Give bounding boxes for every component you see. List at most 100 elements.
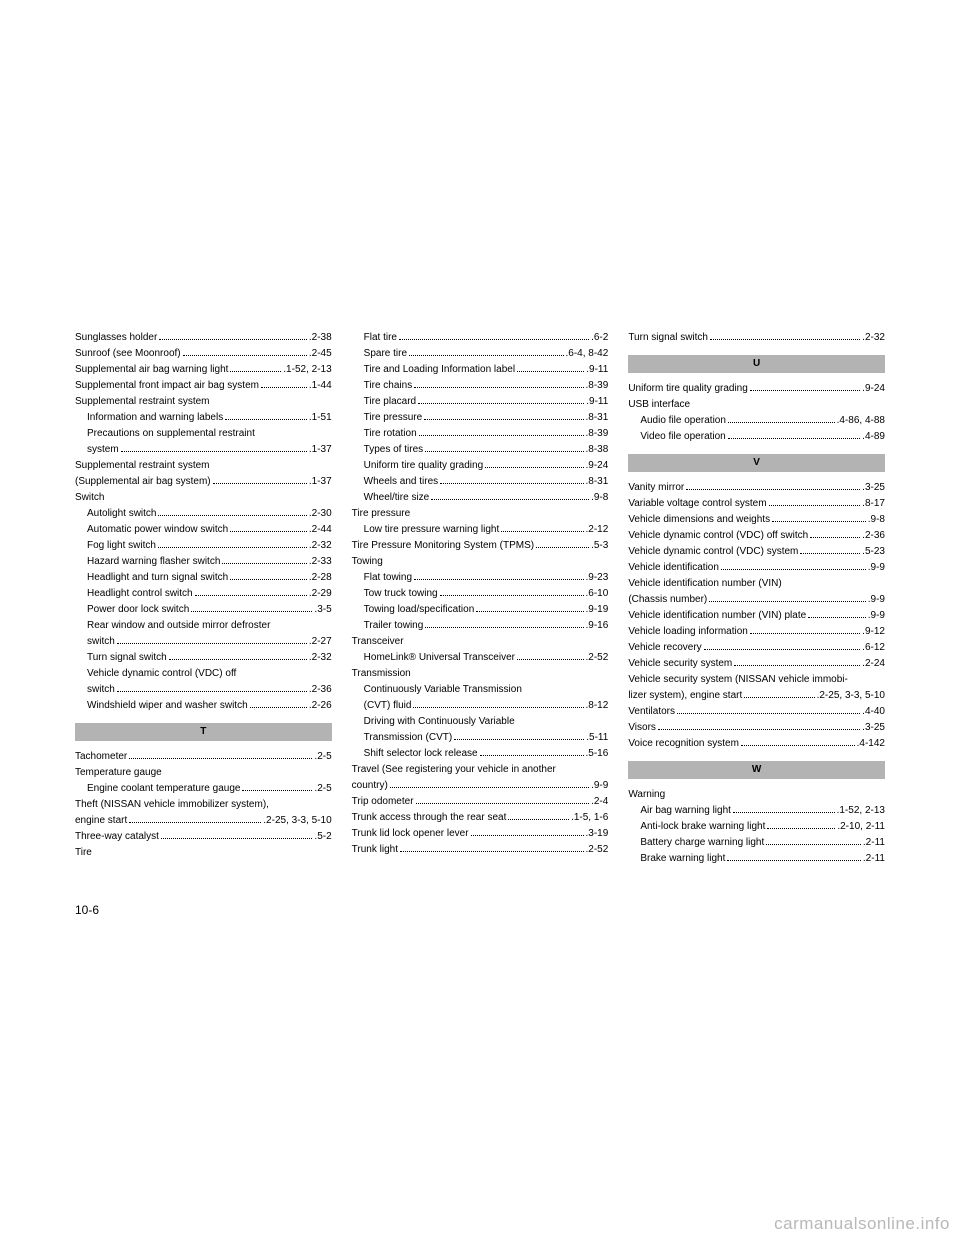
entry-label: Sunglasses holder <box>75 330 157 345</box>
index-entry: Tire <box>75 845 332 860</box>
entry-label: Continuously Variable Transmission <box>364 682 522 697</box>
leader-dots <box>129 758 312 759</box>
section-header: T <box>75 723 332 741</box>
entry-label: Ventilators <box>628 704 675 719</box>
entry-label: Tire and Loading Information label <box>364 362 515 377</box>
entry-label: Wheels and tires <box>364 474 438 489</box>
entry-label: switch <box>87 634 115 649</box>
entry-page: .1-44 <box>309 378 332 393</box>
entry-label: Tire pressure <box>364 410 423 425</box>
index-entry: Tire placard.9-11 <box>352 394 609 409</box>
entry-label: Engine coolant temperature gauge <box>87 781 240 796</box>
index-entry: Tire pressure .8-31 <box>352 410 609 425</box>
index-entry: HomeLink® Universal Transceiver.2-52 <box>352 650 609 665</box>
index-entry: Driving with Continuously Variable <box>352 714 609 729</box>
index-entry: Uniform tire quality grading.9-24 <box>628 381 885 396</box>
entry-label: Headlight and turn signal switch <box>87 570 228 585</box>
leader-dots <box>476 611 583 612</box>
entry-page: .2-38 <box>309 330 332 345</box>
leader-dots <box>440 595 584 596</box>
index-entry: Video file operation.4-89 <box>628 429 885 444</box>
index-entry: Flat towing.9-23 <box>352 570 609 585</box>
index-entry: Vehicle dynamic control (VDC) off <box>75 666 332 681</box>
index-entry: Three-way catalyst .5-2 <box>75 829 332 844</box>
index-entry: Types of tires.8-38 <box>352 442 609 457</box>
leader-dots <box>169 659 307 660</box>
entry-label: Fog light switch <box>87 538 156 553</box>
leader-dots <box>721 569 866 570</box>
leader-dots <box>733 812 835 813</box>
leader-dots <box>766 844 861 845</box>
entry-page: .8-17 <box>862 496 885 511</box>
index-entry: Vehicle recovery.6-12 <box>628 640 885 655</box>
index-entry: (CVT) fluid.8-12 <box>352 698 609 713</box>
index-entry: Windshield wiper and washer switch.2-26 <box>75 698 332 713</box>
index-entry: Information and warning labels.1-51 <box>75 410 332 425</box>
index-entry: Precautions on supplemental restraint <box>75 426 332 441</box>
leader-dots <box>230 579 307 580</box>
leader-dots <box>121 451 307 452</box>
entry-label: Headlight control switch <box>87 586 193 601</box>
entry-page: .2-30 <box>309 506 332 521</box>
entry-page: .2-28 <box>309 570 332 585</box>
index-entry: Flat tire.6-2 <box>352 330 609 345</box>
section-header: U <box>628 355 885 373</box>
index-entry: Low tire pressure warning light .2-12 <box>352 522 609 537</box>
index-entry: Vehicle identification number (VIN) <box>628 576 885 591</box>
entry-label: Turn signal switch <box>87 650 167 665</box>
leader-dots <box>517 659 584 660</box>
entry-label: Tire pressure <box>352 506 411 521</box>
entry-label: Uniform tire quality grading <box>628 381 748 396</box>
entry-page: .9-9 <box>868 560 885 575</box>
entry-label: Vehicle security system (NISSAN vehicle … <box>628 672 848 687</box>
leader-dots <box>117 643 307 644</box>
index-entry: Vanity mirror.3-25 <box>628 480 885 495</box>
index-entry: USB interface <box>628 397 885 412</box>
entry-label: Switch <box>75 490 104 505</box>
entry-label: lizer system), engine start <box>628 688 742 703</box>
leader-dots <box>399 339 589 340</box>
index-entry: Supplemental restraint system <box>75 394 332 409</box>
entry-label: engine start <box>75 813 127 828</box>
entry-page: .2-12 <box>586 522 609 537</box>
entry-page: .5-16 <box>586 746 609 761</box>
entry-label: Tachometer <box>75 749 127 764</box>
entry-page: .9-24 <box>586 458 609 473</box>
entry-page: .5-23 <box>862 544 885 559</box>
entry-label: Wheel/tire size <box>364 490 430 505</box>
leader-dots <box>800 553 860 554</box>
entry-page: .4-40 <box>862 704 885 719</box>
entry-page: .5-2 <box>314 829 331 844</box>
entry-label: Power door lock switch <box>87 602 189 617</box>
entry-page: .4-86, 4-88 <box>837 413 885 428</box>
index-entry: Sunroof (see Moonroof).2-45 <box>75 346 332 361</box>
entry-page: .2-52 <box>586 842 609 857</box>
leader-dots <box>710 339 860 340</box>
leader-dots <box>183 355 307 356</box>
index-entry: Trailer towing.9-16 <box>352 618 609 633</box>
leader-dots <box>400 851 584 852</box>
entry-label: Three-way catalyst <box>75 829 159 844</box>
entry-page: .2-27 <box>309 634 332 649</box>
entry-page: .8-31 <box>586 410 609 425</box>
entry-label: switch <box>87 682 115 697</box>
leader-dots <box>222 563 306 564</box>
index-entry: Visors.3-25 <box>628 720 885 735</box>
index-entry: Tire pressure <box>352 506 609 521</box>
index-entry: Spare tire.6-4, 8-42 <box>352 346 609 361</box>
entry-label: Flat towing <box>364 570 412 585</box>
entry-label: HomeLink® Universal Transceiver <box>364 650 515 665</box>
index-entry: Tow truck towing.6-10 <box>352 586 609 601</box>
entry-page: .8-39 <box>586 426 609 441</box>
entry-label: Transceiver <box>352 634 404 649</box>
entry-label: Trunk light <box>352 842 398 857</box>
entry-label: Tire chains <box>364 378 413 393</box>
entry-label: Driving with Continuously Variable <box>364 714 515 729</box>
entry-label: Low tire pressure warning light <box>364 522 500 537</box>
entry-label: Spare tire <box>364 346 407 361</box>
entry-label: Supplemental restraint system <box>75 394 210 409</box>
entry-page: .2-25, 3-3, 5-10 <box>263 813 331 828</box>
leader-dots <box>454 739 584 740</box>
leader-dots <box>161 838 313 839</box>
entry-label: Transmission <box>352 666 411 681</box>
